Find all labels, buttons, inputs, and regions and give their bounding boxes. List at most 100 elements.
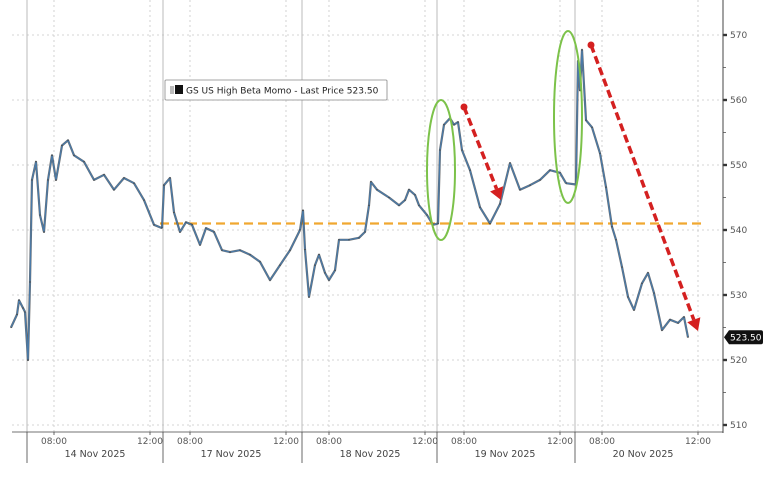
y-tick — [723, 293, 727, 297]
price-point — [418, 204, 420, 206]
price-point — [469, 169, 471, 171]
x-tick-label: 08:00 — [41, 437, 67, 447]
x-tick-label: 12:00 — [685, 437, 711, 447]
price-point — [279, 264, 281, 266]
price-point — [133, 182, 135, 184]
x-date-label: 19 Nov 2025 — [475, 449, 536, 460]
price-point — [669, 319, 671, 321]
price-point — [191, 224, 193, 226]
price-point — [579, 89, 581, 91]
price-point — [509, 162, 511, 164]
price-point — [581, 49, 583, 51]
price-point — [299, 229, 301, 231]
price-point — [83, 161, 85, 163]
price-point — [239, 249, 241, 251]
price-point — [437, 222, 439, 225]
price-line-shadow — [160, 176, 301, 282]
price-point — [591, 126, 593, 128]
trend-arrow — [589, 44, 696, 321]
price-point — [599, 152, 601, 154]
price-point — [123, 177, 125, 179]
arrow-head — [490, 186, 504, 200]
price-point — [408, 189, 410, 191]
price-point — [113, 189, 115, 191]
price-point — [55, 179, 57, 181]
price-point — [615, 239, 617, 241]
price-point — [229, 251, 231, 253]
price-line-shadow — [23, 139, 163, 362]
y-tick-label: 570 — [730, 31, 747, 41]
price-point — [565, 182, 567, 184]
price-point — [611, 226, 613, 228]
annotations — [426, 30, 701, 331]
price-point — [519, 189, 521, 191]
price-point — [404, 199, 406, 201]
price-point — [324, 272, 326, 274]
legend: GS US High Beta Momo - Last Price 523.50 — [164, 79, 388, 101]
price-point — [398, 204, 400, 206]
price-point — [348, 239, 350, 241]
price-point — [18, 299, 20, 301]
price-point — [31, 179, 33, 181]
price-point — [318, 254, 320, 256]
arrow-head — [687, 317, 701, 331]
price-point — [489, 222, 491, 225]
x-tick-label: 12:00 — [273, 437, 299, 447]
price-point — [661, 329, 663, 331]
legend-label: GS US High Beta Momo - Last Price 523.50 — [186, 87, 379, 97]
price-point — [453, 124, 455, 126]
y-tick — [723, 163, 727, 167]
price-point — [328, 279, 330, 281]
y-tick — [723, 423, 727, 427]
price-point — [539, 179, 541, 181]
price-point — [143, 199, 145, 201]
price-point — [93, 179, 95, 181]
price-line — [565, 49, 689, 338]
x-tick-label: 08:00 — [316, 437, 342, 447]
price-line — [299, 181, 434, 298]
legend-swatch — [175, 85, 183, 94]
y-tick-label: 560 — [730, 96, 747, 106]
price-point — [22, 307, 24, 309]
price-point — [499, 203, 501, 205]
price-point — [641, 282, 643, 284]
price-point — [585, 119, 587, 121]
price-point — [185, 221, 187, 223]
price-point — [259, 261, 261, 263]
price-point — [376, 189, 378, 191]
price-point — [302, 209, 304, 212]
x-date-label: 14 Nov 2025 — [65, 449, 126, 460]
legend-swatch-light — [170, 86, 174, 94]
price-point — [163, 184, 165, 186]
price-point — [627, 296, 629, 298]
price-point — [153, 224, 155, 226]
y-tick — [723, 358, 727, 362]
price-point — [653, 292, 655, 294]
last-price-label: 523.50 — [730, 333, 762, 343]
price-point — [24, 311, 26, 313]
price-point — [338, 239, 340, 241]
price-point — [439, 149, 441, 151]
y-tick-label: 550 — [730, 161, 747, 171]
price-point — [16, 313, 18, 316]
last-price-box — [724, 330, 763, 345]
price-point — [334, 269, 336, 271]
price-point — [426, 214, 428, 216]
price-point — [549, 169, 551, 171]
price-point — [457, 121, 459, 123]
price-point — [39, 214, 41, 216]
price-point — [73, 154, 75, 156]
x-date-label: 18 Nov 2025 — [340, 449, 401, 460]
price-point — [213, 231, 215, 233]
axes: 510 520 530 540 550 560 570 08:00 12:00 14 Nov 20… — [12, 0, 763, 463]
y-tick — [723, 98, 727, 102]
price-point — [368, 204, 370, 206]
price-point — [414, 194, 416, 196]
y-tick-label: 540 — [730, 226, 747, 236]
y-tick-label: 520 — [730, 356, 747, 366]
price-point — [364, 231, 366, 233]
price-line-shadow — [298, 180, 434, 298]
price-point — [304, 248, 306, 251]
grid — [12, 0, 723, 432]
